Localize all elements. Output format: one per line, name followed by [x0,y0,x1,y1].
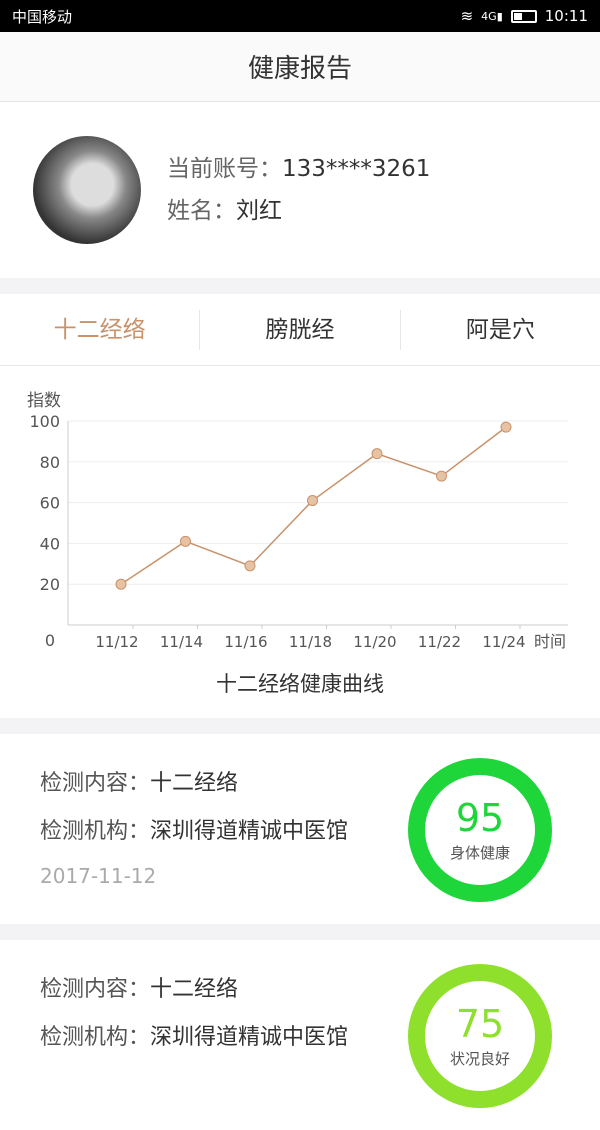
y-tick-label: 60 [40,494,60,513]
tab-pangguang-jing[interactable]: 膀胱经 [200,309,401,350]
x-tick-label: 11/24 [482,633,525,651]
x-tick-label: 11/18 [289,633,332,651]
x-tick-label: 11/20 [353,633,396,651]
wifi-icon: ≋ [460,7,474,25]
x-tick-label: 11/16 [224,633,267,651]
y-tick-label: 0 [45,631,55,650]
battery-icon [510,9,537,23]
x-tick-label: 11/12 [95,633,138,651]
score-ring: 95 身体健康 [408,758,552,902]
name-row: 姓名：刘红 [167,198,282,224]
score-status: 状况良好 [449,1049,510,1068]
data-point [436,470,447,482]
record-content: 十二经络 [150,977,239,1002]
x-axis-label: 时间 [534,632,566,651]
account-row: 当前账号：133****3261 [167,156,431,182]
tab-bar: 十二经络 膀胱经 阿是穴 [0,294,600,366]
carrier: 中国移动 [12,7,73,26]
signal-icon: 4G▮ [481,9,503,23]
score-status: 身体健康 [449,843,510,862]
score: 95 [455,795,505,840]
tab-shier-jingluo[interactable]: 十二经络 [0,309,201,350]
chart-svg: 指数 0 20 40 60 80 100 11/12 11/14 11/16 11/18 11/20 1… [27,391,568,651]
record-content: 十二经络 [150,771,239,796]
record-org: 深圳得道精诚中医馆 [150,1025,349,1050]
page-title: 健康报告 [0,32,600,102]
avatar[interactable] [33,136,141,244]
chart-title: 十二经络健康曲线 [216,672,384,696]
x-tick-label: 11/14 [160,633,203,651]
data-point [307,495,318,507]
clock: 10:11 [544,7,588,25]
y-tick-label: 100 [29,412,60,431]
record-card[interactable]: 检测内容：十二经络 检测机构：深圳得道精诚中医馆 75 状况良好 [0,940,600,1130]
record-org: 深圳得道精诚中医馆 [150,819,349,844]
tab-ashi-xue[interactable]: 阿是穴 [465,316,535,343]
status-bar: 中国移动 ≋ 4G▮ 10:11 [0,0,600,32]
y-tick-label: 40 [40,534,60,553]
data-point [244,560,256,572]
record-card[interactable]: 检测内容：十二经络 检测机构：深圳得道精诚中医馆 2017-11-12 95 身… [0,734,600,924]
y-axis-label: 指数 [27,391,61,411]
y-tick-label: 80 [40,453,60,472]
record-date: 2017-11-12 [40,864,157,888]
health-chart: 指数 0 20 40 60 80 100 11/12 11/14 11/16 11/18 11/20 1… [0,366,600,718]
score: 75 [455,1001,505,1046]
data-point [180,535,191,547]
data-point [115,578,127,590]
y-tick-label: 20 [40,575,60,594]
data-point [500,421,512,433]
profile-card: 当前账号：133****3261 姓名：刘红 [0,102,600,278]
data-point [371,448,383,460]
score-ring: 75 状况良好 [408,964,552,1108]
x-tick-label: 11/22 [418,633,461,651]
